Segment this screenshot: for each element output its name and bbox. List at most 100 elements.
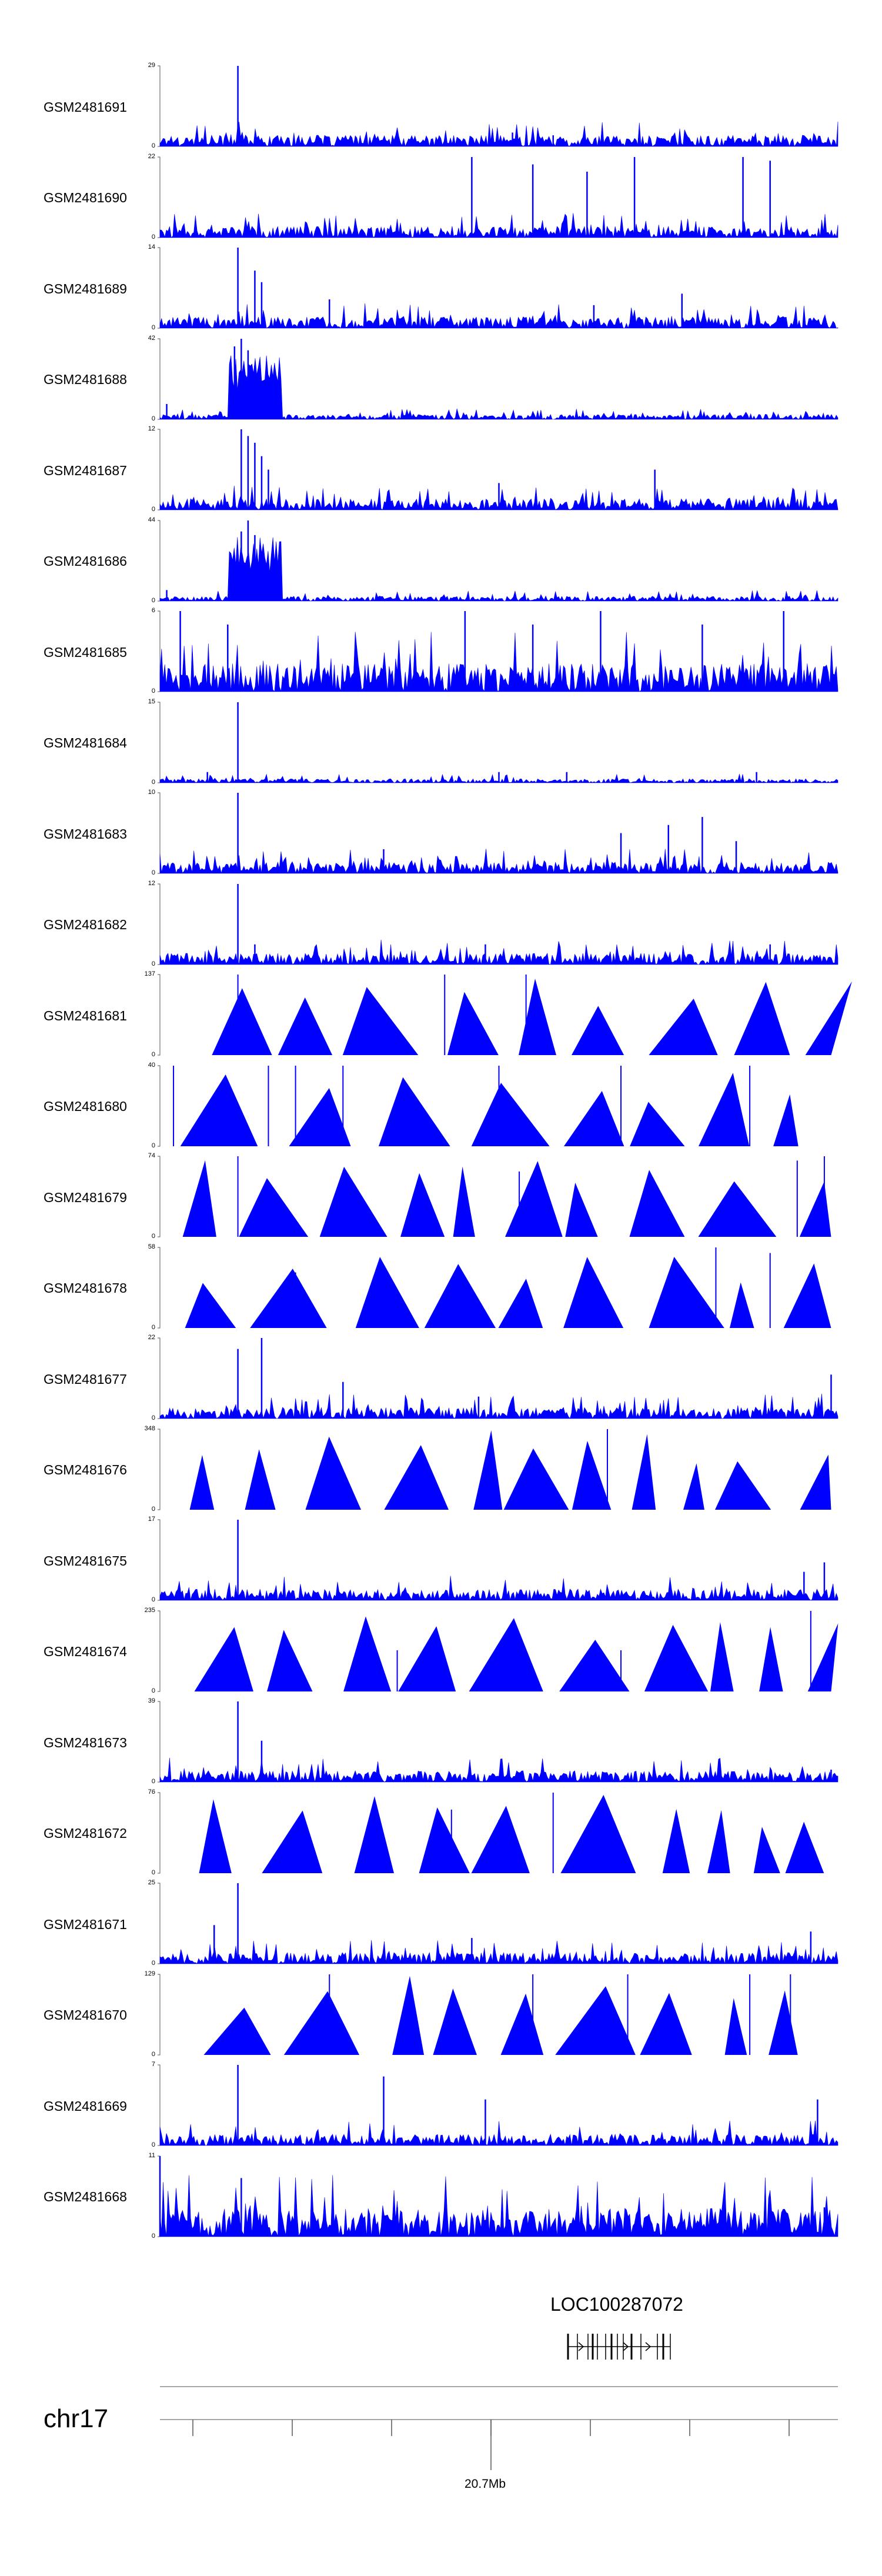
track-label: GSM2481684	[44, 735, 127, 750]
y-min-tick-label: 0	[151, 1051, 155, 1058]
y-max-tick-label: 40	[148, 1061, 155, 1069]
coverage-area	[159, 2174, 838, 2237]
y-axis-line	[158, 1156, 161, 1237]
y-max-tick-label: 22	[148, 152, 155, 160]
coverage-area	[159, 773, 838, 783]
y-axis-line	[158, 1247, 161, 1328]
track-gsm2481681: GSM2481681 137 0	[0, 970, 882, 1066]
coverage-plot	[158, 974, 852, 1056]
track-label: GSM2481682	[44, 917, 127, 932]
y-max-tick-label: 74	[148, 1152, 155, 1159]
y-axis-line	[158, 1065, 161, 1146]
coverage-plot	[158, 1792, 838, 1873]
y-min-tick-label: 0	[151, 778, 155, 786]
track-label: GSM2481686	[44, 553, 127, 569]
track-label: GSM2481680	[44, 1099, 127, 1114]
strand-arrow-icon	[623, 2342, 629, 2351]
coverage-plot	[158, 65, 838, 147]
coverage-plot	[158, 1883, 838, 1964]
coverage-area	[160, 1430, 838, 1510]
track-gsm2481677: GSM2481677 22 0	[0, 1334, 882, 1429]
track-label: GSM2481690	[44, 190, 127, 205]
coverage-area	[159, 212, 838, 238]
y-max-tick-label: 42	[148, 334, 155, 342]
coverage-plot	[158, 156, 838, 238]
y-min-tick-label: 0	[151, 1960, 155, 1967]
y-max-tick-label: 12	[148, 879, 155, 887]
track-gsm2481684: GSM2481684 15 0	[0, 698, 882, 793]
y-min-tick-label: 0	[151, 142, 155, 149]
y-min-tick-label: 0	[151, 233, 155, 241]
track-label: GSM2481685	[44, 644, 127, 660]
coverage-area	[160, 1256, 838, 1328]
track-gsm2481690: GSM2481690 22 0	[0, 153, 882, 248]
track-label: GSM2481687	[44, 462, 127, 478]
y-min-tick-label: 0	[151, 1323, 155, 1331]
coverage-plot	[158, 702, 838, 783]
y-axis-line	[158, 520, 161, 601]
track-gsm2481676: GSM2481676 348 0	[0, 1425, 882, 1520]
y-axis-line	[158, 65, 161, 147]
coverage-plot	[158, 792, 838, 874]
y-min-tick-label: 0	[151, 1505, 155, 1513]
track-label: GSM2481672	[44, 1826, 127, 1841]
track-gsm2481670: GSM2481670 129 0	[0, 1970, 882, 2066]
y-min-tick-label: 0	[151, 1778, 155, 1785]
coverage-plot	[158, 1337, 838, 1419]
track-gsm2481688: GSM2481688 42 0	[0, 335, 882, 430]
track-gsm2481668: GSM2481668 11 0	[0, 2152, 882, 2247]
y-axis-line	[158, 610, 161, 692]
track-gsm2481671: GSM2481671 25 0	[0, 1879, 882, 1974]
coverage-area	[159, 1393, 838, 1419]
y-max-tick-label: 15	[148, 698, 155, 705]
track-label: GSM2481673	[44, 1734, 127, 1750]
coverage-plot	[158, 338, 838, 420]
track-label: GSM2481689	[44, 281, 127, 296]
track-gsm2481687: GSM2481687 12 0	[0, 425, 882, 520]
chromosome-label: chr17	[44, 2404, 109, 2433]
strand-arrow-icon	[578, 2342, 584, 2351]
track-gsm2481682: GSM2481682 12 0	[0, 880, 882, 975]
y-axis-line	[158, 1883, 161, 1964]
y-axis-line	[158, 1337, 161, 1419]
track-label: GSM2481668	[44, 2189, 127, 2204]
y-axis-line	[158, 338, 161, 419]
coverage-area	[159, 1576, 838, 1601]
y-max-tick-label: 76	[148, 1788, 155, 1796]
track-gsm2481674: GSM2481674 235 0	[0, 1607, 882, 1702]
track-label: GSM2481688	[44, 372, 127, 387]
track-gsm2481675: GSM2481675 17 0	[0, 1516, 882, 1611]
track-label: GSM2481669	[44, 2098, 127, 2114]
y-axis-line	[158, 156, 161, 238]
y-min-tick-label: 0	[151, 2232, 155, 2240]
y-min-tick-label: 0	[151, 1687, 155, 1694]
y-axis-line	[158, 883, 161, 965]
y-max-tick-label: 11	[148, 2151, 155, 2159]
y-max-tick-label: 17	[148, 1516, 155, 1523]
coverage-area	[159, 849, 838, 874]
coverage-area	[159, 939, 838, 965]
y-axis-line	[158, 1610, 161, 1691]
coverage-plot	[158, 1065, 838, 1146]
coverage-plot	[158, 610, 838, 692]
coverage-area	[160, 979, 852, 1055]
y-axis-line	[158, 429, 161, 510]
track-gsm2481686: GSM2481686 44 0	[0, 516, 882, 612]
track-label: GSM2481670	[44, 2007, 127, 2023]
y-min-tick-label: 0	[151, 2050, 155, 2058]
track-gsm2481685: GSM2481685 6 0	[0, 607, 882, 702]
y-max-tick-label: 235	[144, 1606, 155, 1614]
coverage-area	[159, 355, 838, 420]
coverage-plot	[158, 1610, 838, 1691]
track-gsm2481689: GSM2481689 14 0	[0, 243, 882, 339]
track-label: GSM2481683	[44, 826, 127, 842]
coverage-area	[159, 1940, 838, 1964]
y-min-tick-label: 0	[151, 869, 155, 876]
track-gsm2481673: GSM2481673 39 0	[0, 1697, 882, 1793]
y-max-tick-label: 12	[148, 425, 155, 432]
y-axis-line	[158, 1519, 161, 1601]
y-max-tick-label: 129	[144, 1970, 155, 1977]
y-max-tick-label: 25	[148, 1879, 155, 1886]
coverage-plot	[158, 247, 838, 329]
